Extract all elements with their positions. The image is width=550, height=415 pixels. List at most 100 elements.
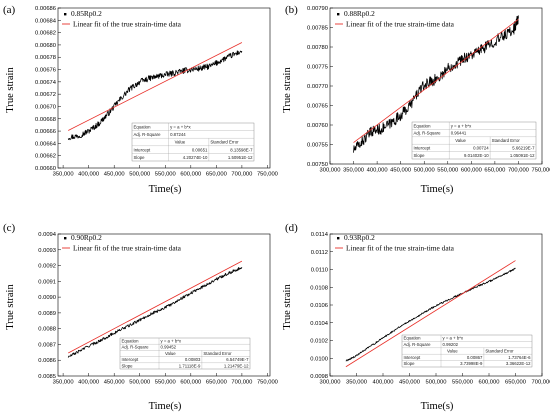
y-axis-title: True strain xyxy=(5,67,16,113)
stats-intercept-se: 8.13598E-7 xyxy=(230,147,253,152)
stats-equation-label: Equation xyxy=(404,336,422,341)
stats-r2-label: Adj. R-Square xyxy=(404,342,432,347)
stats-box xyxy=(411,121,537,160)
stats-r2: 0.96441 xyxy=(451,131,467,136)
y-tick-label: 0.0098 xyxy=(310,374,328,380)
x-tick-label: 450,000 xyxy=(399,380,420,386)
stats-equation: y = a + b*x xyxy=(170,124,191,129)
y-tick-label: 0.00684 xyxy=(35,18,57,24)
stats-se-header: Standard Error xyxy=(492,138,521,143)
y-tick-label: 0.00790 xyxy=(307,6,328,12)
stats-value-header: Value xyxy=(175,140,186,145)
y-tick-label: 0.0112 xyxy=(311,250,328,256)
stats-slope-se: 1.21479E-12 xyxy=(224,363,249,368)
stats-box xyxy=(119,337,251,370)
legend-fit-label: Linear fit of the true strain-time data xyxy=(73,20,182,29)
fit-stats-table: Equation y = a + b*x Adj. R-Square 0.96441 V… xyxy=(411,121,537,160)
stats-slope-label: Slope xyxy=(404,361,416,366)
x-tick-label: 400,000 xyxy=(373,380,394,386)
fit-stats-table: Equation y = a + b*x Adj. R-Square 0.99452V… xyxy=(119,337,251,370)
data-series-line xyxy=(345,267,516,362)
linear-fit-line xyxy=(345,260,516,368)
stats-slope-label: Slope xyxy=(122,363,134,368)
y-tick-label: 0.0106 xyxy=(310,303,328,309)
x-axis-title: Time(s) xyxy=(421,184,454,195)
fit-stats-table: Equation y = a + b*x Adj. R-Square 0.87244 V… xyxy=(131,122,255,162)
x-tick-label: 550,000 xyxy=(155,380,176,386)
x-axis-title: Time(s) xyxy=(421,401,454,412)
y-tick-label: 0.0114 xyxy=(311,232,329,238)
stats-intercept: 0.00651 xyxy=(192,147,208,152)
x-tick-label: 700,000 xyxy=(508,168,529,174)
y-tick-label: 0.00678 xyxy=(35,55,56,61)
stats-intercept: 0.00867 xyxy=(467,355,483,360)
chart-panel-2: (b) 300,000 350,000 400,000 450,000 500,000 55… xyxy=(282,4,550,195)
x-tick-label: 600,000 xyxy=(180,172,201,178)
stats-equation-label: Equation xyxy=(134,124,152,129)
legend-data-label: 0.90Rp0.2 xyxy=(71,233,102,242)
y-axis-title: True strain xyxy=(5,284,16,330)
stats-slope-se: 1.05091E-12 xyxy=(510,153,535,158)
y-tick-label: 0.0092 xyxy=(38,264,56,270)
y-tick-label: 0.00680 xyxy=(35,43,56,49)
legend-data-marker xyxy=(64,13,67,16)
y-tick-label: 0.0088 xyxy=(38,327,56,333)
x-tick-label: 350,000 xyxy=(343,168,364,174)
y-tick-label: 0.00780 xyxy=(307,45,328,51)
stats-slope: 3.73998E-9 xyxy=(460,361,483,366)
stats-r2: 0.99452 xyxy=(161,345,177,350)
y-axis-title: True strain xyxy=(282,284,293,330)
stats-intercept-label: Intercept xyxy=(134,147,152,152)
legend-fit-label: Linear fit of the true strain-time data xyxy=(346,244,455,253)
y-tick-label: 0.00755 xyxy=(307,143,328,149)
x-tick-label: 650,000 xyxy=(484,168,505,174)
y-tick-label: 0.00670 xyxy=(35,104,56,110)
y-tick-label: 0.00785 xyxy=(307,26,328,32)
legend-data-marker xyxy=(337,237,340,240)
y-tick-label: 0.0089 xyxy=(38,311,56,317)
fit-stats-table: Equation y = a + b*x Adj. R-Square 0.99202V… xyxy=(401,334,533,368)
x-tick-label: 750,000 xyxy=(257,380,278,386)
panel-label: (b) xyxy=(285,4,298,16)
x-tick-label: 400,000 xyxy=(78,380,99,386)
stats-slope-se: 1.50951E-12 xyxy=(228,155,253,160)
y-tick-label: 0.00760 xyxy=(307,123,328,129)
y-tick-label: 0.00664 xyxy=(35,141,57,147)
y-tick-label: 0.00672 xyxy=(35,92,56,98)
legend-data-marker xyxy=(64,237,67,240)
x-tick-label: 350,000 xyxy=(346,380,367,386)
x-axis-title: Time(s) xyxy=(149,184,182,195)
panel-label: (a) xyxy=(3,4,16,16)
y-tick-label: 0.00676 xyxy=(35,68,56,74)
x-tick-label: 550,000 xyxy=(437,168,458,174)
stats-box xyxy=(401,334,533,368)
x-tick-label: 500,000 xyxy=(414,168,435,174)
y-tick-label: 0.0086 xyxy=(38,358,56,364)
stats-value-header: Value xyxy=(447,348,458,353)
y-tick-label: 0.00674 xyxy=(35,80,57,86)
x-axis-title: Time(s) xyxy=(149,401,182,412)
data-series-line xyxy=(67,266,243,358)
x-tick-label: 350,000 xyxy=(53,172,74,178)
legend-fit-label: Linear fit of the true strain-time data xyxy=(73,244,182,253)
linear-fit-line xyxy=(353,18,519,143)
x-tick-label: 300,000 xyxy=(320,380,341,386)
y-tick-label: 0.0102 xyxy=(310,339,328,345)
stats-intercept: 0.00803 xyxy=(185,357,201,362)
y-tick-label: 0.0104 xyxy=(310,321,329,327)
legend-fit-label: Linear fit of the true strain-time data xyxy=(346,20,455,29)
stats-r2-label: Adj. R-Square xyxy=(414,131,442,136)
y-tick-label: 0.00770 xyxy=(307,84,328,90)
stats-intercept-se: 6.54749E-7 xyxy=(226,357,249,362)
y-tick-label: 0.00750 xyxy=(307,162,328,168)
y-tick-label: 0.0094 xyxy=(38,232,57,238)
plot-frame xyxy=(57,7,271,169)
x-tick-label: 600,000 xyxy=(479,380,500,386)
stats-equation-label: Equation xyxy=(122,338,140,343)
x-tick-label: 500,000 xyxy=(426,380,447,386)
legend-data-label: 0.93Rp0.2 xyxy=(344,233,375,242)
stats-box xyxy=(131,122,255,162)
x-tick-label: 450,000 xyxy=(104,380,125,386)
x-tick-label: 400,000 xyxy=(78,172,99,178)
